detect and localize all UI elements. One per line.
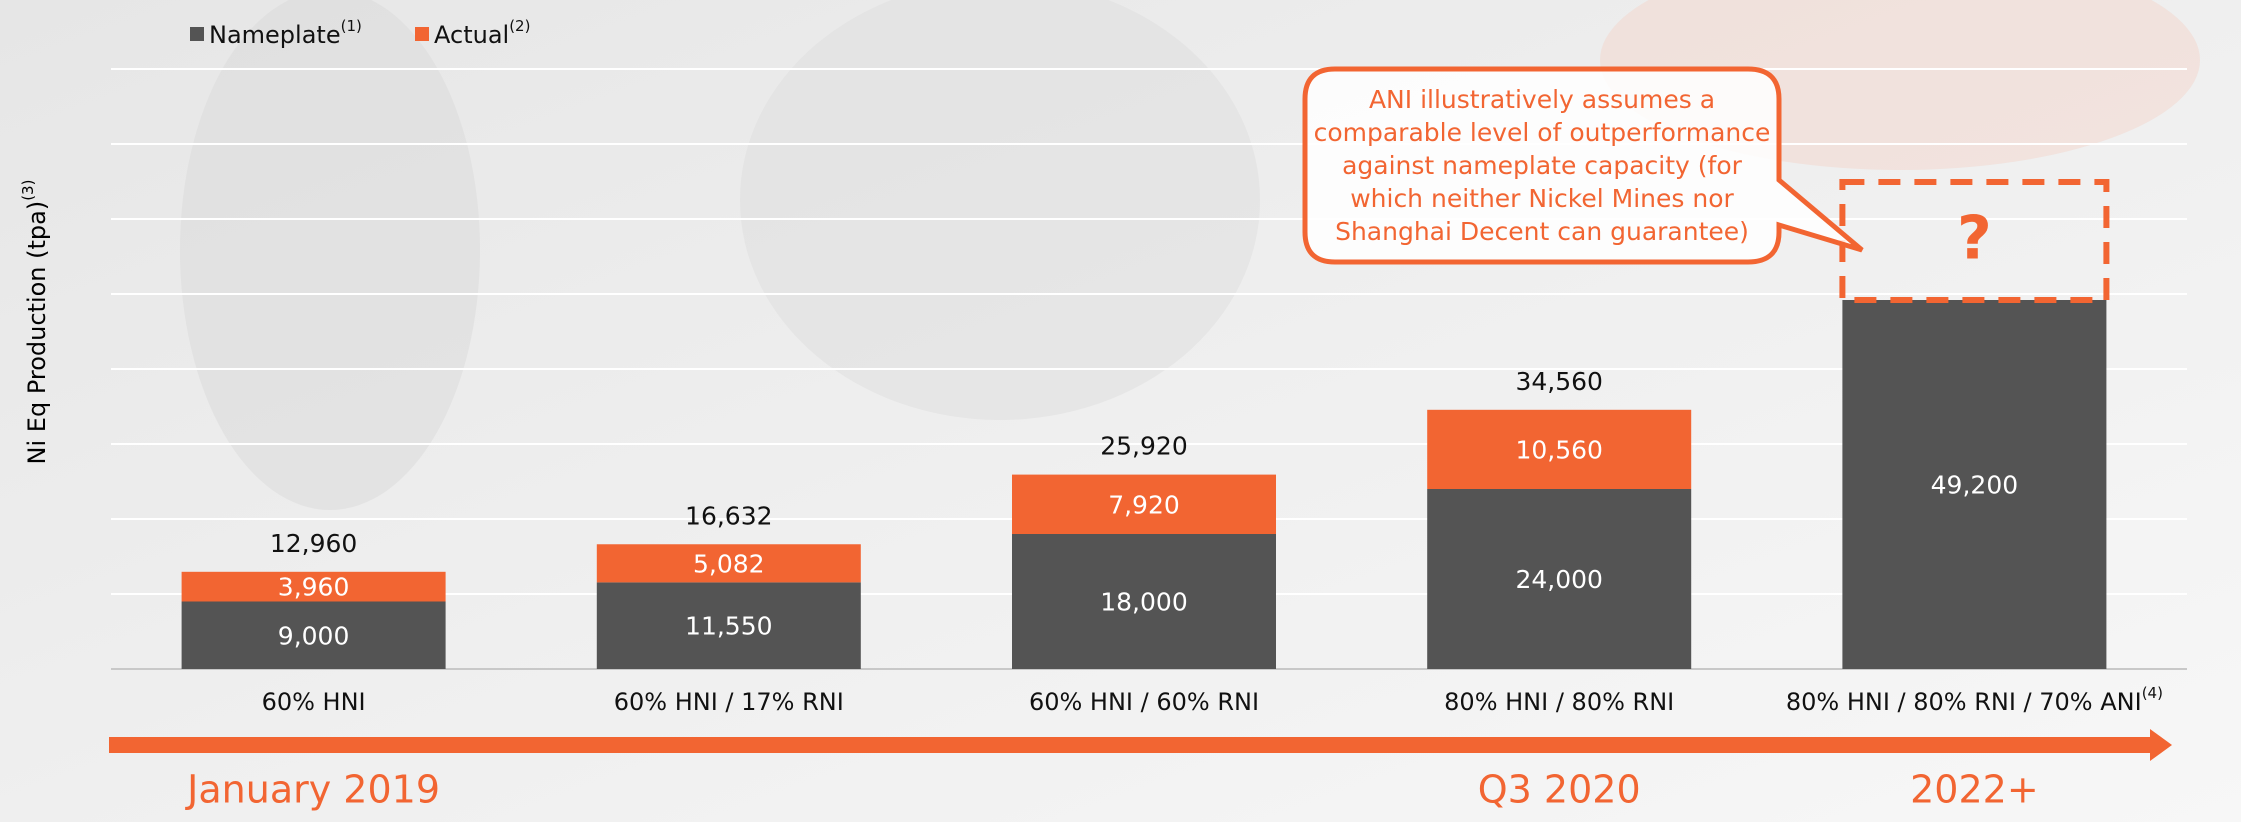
legend-swatch: [415, 27, 429, 41]
value-label: 49,200: [1931, 471, 2018, 500]
x-tick-label: 60% HNI / 60% RNI: [1029, 688, 1259, 716]
footnote-marker: (2): [509, 17, 530, 35]
callout-text: comparable level of outperformance: [1314, 118, 1771, 147]
chart: Ni Eq Production (tpa)(3)Nameplate(1)Act…: [0, 0, 2241, 822]
callout-text: ANI illustratively assumes a: [1369, 85, 1715, 114]
x-tick-label: 80% HNI / 80% RNI: [1444, 688, 1674, 716]
background-shape: [180, 0, 480, 510]
timeline-label: Q3 2020: [1478, 768, 1641, 812]
x-tick-label: 60% HNI / 17% RNI: [614, 688, 844, 716]
footnote-marker: (3): [19, 180, 37, 201]
value-label: 7,920: [1108, 490, 1180, 519]
callout-text: which neither Nickel Mines nor: [1350, 184, 1734, 213]
legend-label: Nameplate(1): [209, 17, 362, 50]
timeline-arrow-body: [109, 737, 2154, 753]
timeline-label: January 2019: [185, 768, 440, 812]
y-axis-label: Ni Eq Production (tpa)(3): [19, 180, 52, 465]
callout-text: against nameplate capacity (for: [1342, 151, 1743, 180]
footnote-marker: (1): [341, 17, 362, 35]
total-label: 25,920: [1100, 432, 1187, 461]
value-label: 9,000: [278, 621, 350, 650]
value-label: 18,000: [1100, 588, 1187, 617]
timeline-label: 2022+: [1910, 768, 2039, 812]
total-label: 16,632: [685, 501, 772, 530]
page: Ni Eq Production (tpa)(3)Nameplate(1)Act…: [0, 0, 2241, 822]
uncertainty-marker: ?: [1957, 204, 1992, 274]
value-label: 11,550: [685, 612, 772, 641]
callout-text: Shanghai Decent can guarantee): [1335, 217, 1749, 246]
background-shape: [740, 0, 1260, 420]
value-label: 5,082: [693, 549, 765, 578]
total-label: 34,560: [1515, 367, 1602, 396]
total-label: 12,960: [270, 529, 357, 558]
x-tick-label: 60% HNI: [262, 688, 366, 716]
value-label: 10,560: [1515, 435, 1602, 464]
legend-swatch: [190, 27, 204, 41]
footnote-marker: (4): [2142, 684, 2163, 702]
x-tick-label: 80% HNI / 80% RNI / 70% ANI(4): [1786, 684, 2163, 717]
value-label: 3,960: [278, 573, 350, 602]
value-label: 24,000: [1515, 565, 1602, 594]
